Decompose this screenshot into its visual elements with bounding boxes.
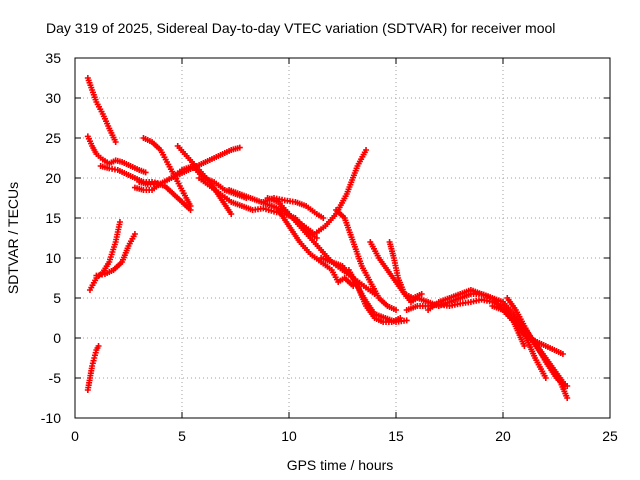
x-tick-label: 20 — [495, 428, 511, 444]
y-tick-label: 15 — [45, 210, 61, 226]
plot-frame — [74, 57, 611, 419]
y-tick-label: 35 — [45, 50, 61, 66]
y-tick-label: 0 — [53, 330, 61, 346]
series-track-5 — [140, 135, 194, 209]
data-point — [397, 315, 404, 321]
series-track-8 — [84, 343, 102, 393]
data-point — [403, 317, 410, 324]
series-track-2 — [84, 133, 149, 176]
series-track-6 — [86, 219, 123, 293]
data-point — [236, 144, 243, 151]
data-point — [142, 169, 149, 176]
data-point — [564, 383, 571, 389]
x-tick-label: 0 — [71, 428, 79, 444]
data-marks — [84, 75, 571, 401]
series-track-27 — [517, 319, 571, 389]
x-tick-label: 10 — [281, 428, 297, 444]
data-point — [542, 375, 549, 381]
y-tick-label: -10 — [41, 410, 61, 426]
data-point — [559, 351, 566, 357]
data-point — [564, 395, 571, 401]
x-tick-label: 15 — [388, 428, 404, 444]
grid-lines — [75, 58, 610, 418]
data-point — [112, 139, 119, 145]
data-point — [363, 147, 370, 153]
x-tick-label: 25 — [602, 428, 618, 444]
series-track-19 — [345, 267, 404, 325]
y-tick-label: 10 — [45, 250, 61, 266]
series-track-17 — [333, 207, 399, 313]
chart-title: Day 319 of 2025, Sidereal Day-to-day VTE… — [46, 20, 555, 36]
data-point — [418, 291, 425, 297]
data-point — [521, 343, 528, 349]
series-track-15 — [275, 207, 357, 289]
data-point — [187, 203, 194, 209]
y-tick-label: 30 — [45, 90, 61, 106]
data-point — [116, 219, 123, 225]
y-tick-label: 5 — [53, 290, 61, 306]
data-point — [95, 343, 102, 349]
series-track-1 — [84, 75, 119, 145]
y-tick-label: 20 — [45, 170, 61, 186]
x-axis-label: GPS time / hours — [287, 457, 394, 473]
y-tick-label: -5 — [49, 370, 62, 386]
series-track-7 — [93, 231, 138, 279]
y-axis-label: SDTVAR / TECUs — [5, 182, 21, 294]
data-point — [313, 235, 320, 241]
axis-ticks: 0 5 10 15 20 25 -10 -5 0 5 10 15 20 25 30 35 — [41, 50, 618, 444]
data-point — [393, 307, 399, 313]
series-track-13 — [226, 147, 370, 237]
y-tick-label: 25 — [45, 130, 61, 146]
data-point — [320, 215, 327, 221]
x-tick-label: 5 — [178, 428, 186, 444]
data-point — [228, 211, 235, 217]
data-point — [131, 231, 138, 237]
